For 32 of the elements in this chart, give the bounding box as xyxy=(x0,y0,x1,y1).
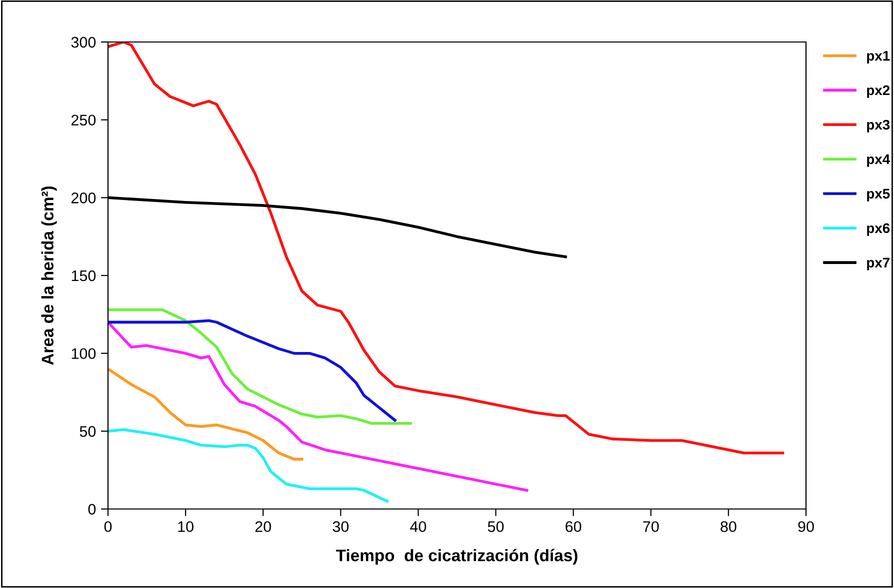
line-series xyxy=(108,320,528,492)
x-tick-label: 90 xyxy=(798,521,814,532)
y-tick-label: 300 xyxy=(71,36,96,48)
line-series xyxy=(108,368,304,461)
x-tick-label: 40 xyxy=(410,521,426,532)
y-tick-label: 200 xyxy=(71,192,96,204)
legend-label: px2 xyxy=(867,85,890,98)
line-series xyxy=(108,42,784,454)
y-tick-label: 250 xyxy=(71,114,96,126)
y-tick-label: 150 xyxy=(72,270,96,282)
legend-label: px5 xyxy=(867,188,890,202)
x-tick-label: 0 xyxy=(104,521,112,532)
x-tick-label: 30 xyxy=(332,521,349,532)
legend-label: px7 xyxy=(867,258,890,270)
line-series xyxy=(108,319,396,422)
legend-label: px3 xyxy=(867,120,890,132)
legend-label: px6 xyxy=(867,223,890,236)
x-tick-label: 70 xyxy=(643,521,659,532)
line-series xyxy=(108,428,389,503)
x-tick-label: 80 xyxy=(720,521,736,532)
x-tick-label: 10 xyxy=(178,521,194,532)
x-tick-label: 20 xyxy=(255,521,272,532)
y-tick-label: 100 xyxy=(72,348,96,360)
x-tick-label: 50 xyxy=(488,521,504,532)
y-tick-label: 50 xyxy=(80,426,96,437)
y-tick-label: 0 xyxy=(88,504,96,515)
y-axis-title: Area de la herida (cm²) xyxy=(41,186,57,365)
x-tick-label: 60 xyxy=(566,521,582,532)
line-series xyxy=(108,308,412,425)
x-axis-title: Tiempo de cicatrización (días) xyxy=(336,548,578,565)
legend-label: px1 xyxy=(867,51,890,64)
legend-label: px4 xyxy=(867,154,890,167)
